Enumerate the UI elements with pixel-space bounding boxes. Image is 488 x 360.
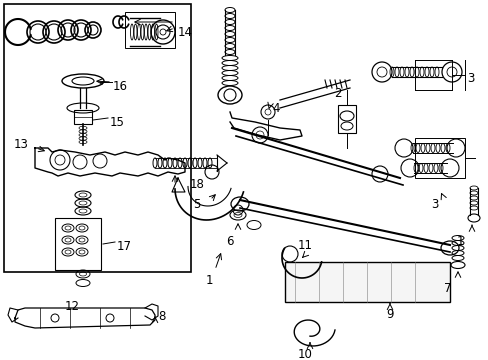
Text: 16: 16 bbox=[113, 80, 128, 93]
Bar bbox=[337, 105, 355, 133]
Text: 5: 5 bbox=[192, 198, 200, 211]
Text: 6: 6 bbox=[226, 235, 233, 248]
Text: 13: 13 bbox=[14, 139, 29, 152]
Text: 3: 3 bbox=[466, 72, 473, 85]
Text: 1: 1 bbox=[455, 235, 463, 248]
Text: 7: 7 bbox=[443, 282, 451, 295]
Text: 12: 12 bbox=[65, 300, 80, 313]
Text: 14: 14 bbox=[178, 26, 193, 39]
Text: 8: 8 bbox=[158, 310, 165, 323]
Bar bbox=[74, 110, 92, 124]
Bar bbox=[4, 4, 191, 272]
Bar bbox=[125, 12, 175, 48]
Bar bbox=[285, 262, 449, 302]
Bar bbox=[55, 218, 101, 270]
Bar bbox=[414, 138, 464, 178]
Text: 1: 1 bbox=[205, 274, 213, 287]
Text: 4: 4 bbox=[271, 102, 279, 114]
Text: 11: 11 bbox=[297, 239, 312, 252]
Text: 3: 3 bbox=[430, 198, 438, 211]
Text: 17: 17 bbox=[117, 239, 132, 252]
Text: 15: 15 bbox=[110, 116, 124, 129]
Text: 9: 9 bbox=[386, 308, 393, 321]
Text: 18: 18 bbox=[190, 179, 204, 192]
Text: 2: 2 bbox=[334, 87, 341, 100]
Text: 10: 10 bbox=[297, 348, 312, 360]
